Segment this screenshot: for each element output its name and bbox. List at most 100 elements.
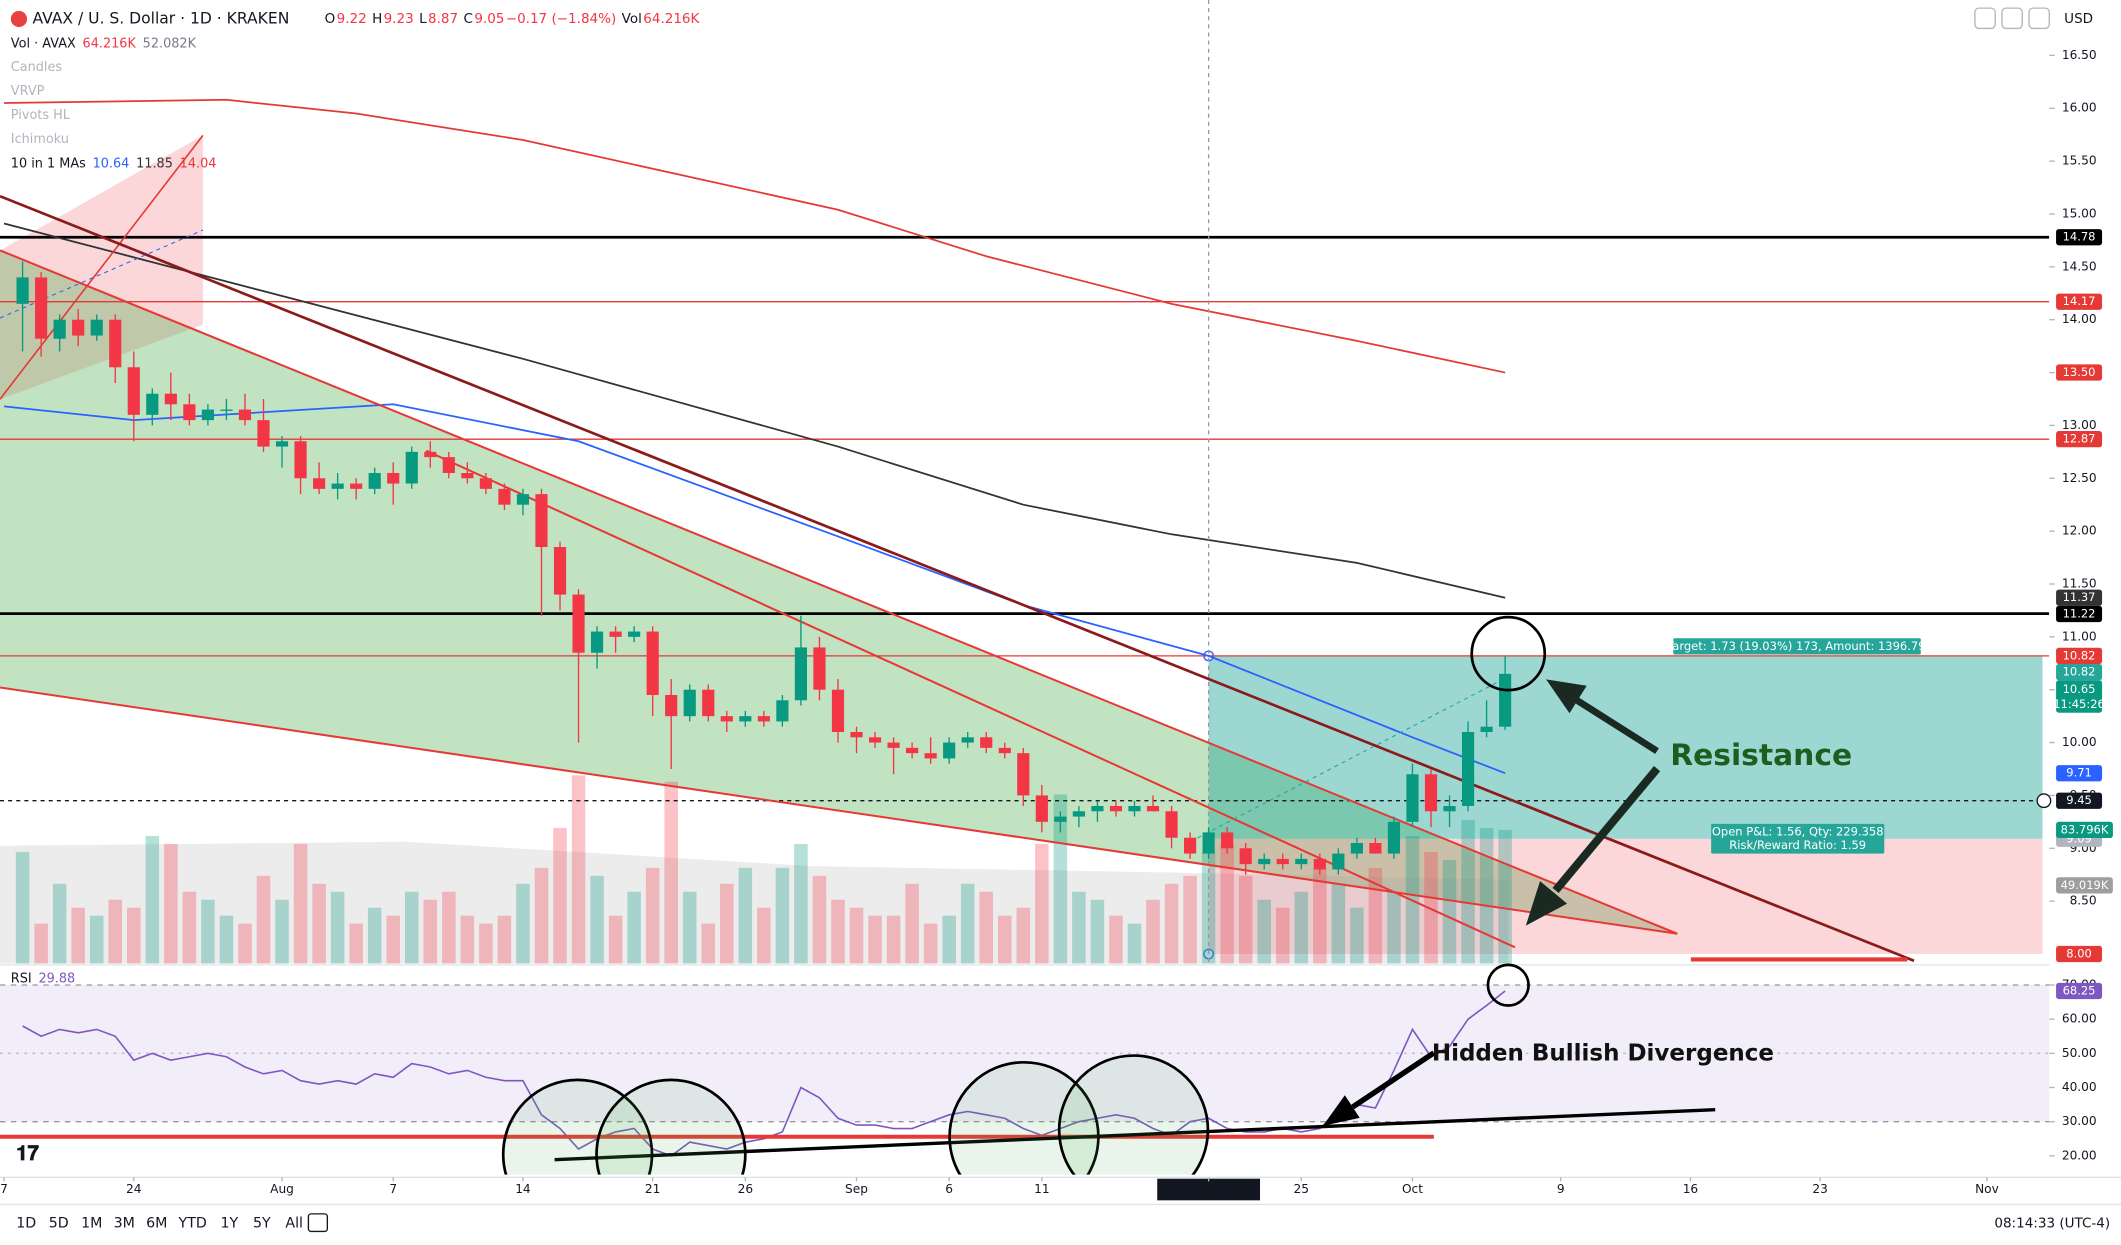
toolbar: 08:14:33 (UTC-4) 1D 5D 1M 3M 6M YTD 1Y 5Y All <box>16 1215 2110 1231</box>
indicator-name[interactable]: Pivots HL <box>11 108 71 123</box>
candle-body <box>590 631 604 653</box>
candle-body <box>1461 731 1475 807</box>
arrow <box>1574 696 1659 754</box>
price-label-bg <box>2056 765 2103 782</box>
arrow-head <box>1546 679 1587 714</box>
volume-bar <box>1035 843 1049 964</box>
rsi-tick-label: 20.00 <box>2062 1148 2097 1162</box>
x-tick-label: 14 <box>515 1182 531 1196</box>
legend-text: 10 in 1 MAs <box>11 156 86 171</box>
icon-button[interactable] <box>1974 7 1996 30</box>
ohlc-legend: O9.22 H9.23 L8.87 C9.05−0.17 (−1.84%) Vol64.… <box>325 11 701 27</box>
moving-average <box>4 98 1506 374</box>
candle-body <box>461 472 474 479</box>
volume-bar <box>256 875 271 964</box>
x-tick-label: Sep <box>845 1182 868 1196</box>
y-tick-label: 8.50 <box>2070 894 2097 908</box>
volume-bar <box>71 907 85 964</box>
dashed-line <box>1190 676 1509 843</box>
candle-body <box>238 409 252 421</box>
candle-body <box>127 367 140 415</box>
volume-bar <box>164 843 178 964</box>
y-tick-label: 10.00 <box>2062 735 2097 749</box>
price-label-bg <box>2056 293 2103 310</box>
candle-body <box>479 478 492 489</box>
crosshair-add-button[interactable] <box>2036 793 2052 809</box>
candle-body <box>146 393 159 415</box>
legend-text: Vol · AVAX <box>11 36 76 51</box>
icon-button[interactable] <box>2001 7 2023 30</box>
volume-bar <box>423 899 438 964</box>
range-button[interactable]: 3M <box>114 1215 135 1231</box>
candle-body <box>906 747 919 754</box>
rsi-label: 68.25 <box>2063 983 2096 997</box>
volume-bar <box>1164 883 1179 964</box>
legend-text: 29.88 <box>38 971 75 986</box>
volume-bar <box>182 891 197 964</box>
candle-body <box>868 737 882 743</box>
candle-body <box>257 420 270 447</box>
icon-button[interactable] <box>2028 7 2050 30</box>
wedge-upper <box>0 249 1678 935</box>
price-labels: Target: 1.73 (19.03%) 173, Amount: 1396.… <box>1666 229 2113 1000</box>
volume <box>0 775 1512 964</box>
rsi-legend: RSI 29.88 <box>11 971 75 986</box>
volume-bar <box>979 891 994 964</box>
indicator-name[interactable]: Candles <box>11 60 63 75</box>
x-tick-label: 23 <box>1812 1182 1827 1196</box>
range-button[interactable]: 1Y <box>220 1215 238 1231</box>
date-range-button[interactable] <box>307 1213 329 1233</box>
range-button[interactable]: 6M <box>146 1215 167 1231</box>
volume-bar <box>608 915 623 964</box>
candle-body <box>294 441 307 479</box>
range-button[interactable]: 5D <box>49 1215 69 1231</box>
volume-bar <box>1479 827 1494 964</box>
volume-bar <box>757 907 771 964</box>
candle-body <box>72 319 85 336</box>
rsi-label-bg <box>2056 982 2103 1000</box>
volume-bar <box>1220 843 1234 964</box>
candle-body <box>739 716 752 722</box>
candle-body <box>164 393 177 405</box>
volume-bar <box>1201 851 1216 964</box>
price-label: 9.71 <box>2066 766 2092 780</box>
price-label-bg <box>2056 229 2103 246</box>
range-button[interactable]: 1D <box>16 1215 36 1231</box>
candle-body <box>183 404 196 421</box>
candle-body <box>1350 843 1363 854</box>
x-tick-label: 24 <box>126 1182 142 1196</box>
currency[interactable]: USD <box>2064 11 2093 27</box>
candle-body <box>387 472 400 484</box>
candle-body <box>1109 806 1123 812</box>
volume-bar <box>720 883 734 964</box>
crosshair-x-label-bg <box>1157 1178 1261 1201</box>
volume-bar <box>34 923 48 964</box>
volume-bar <box>1461 820 1475 964</box>
legend-text: L <box>419 11 427 27</box>
candle-body <box>683 689 696 717</box>
candle-body <box>887 742 900 748</box>
range-button[interactable]: YTD <box>178 1215 207 1231</box>
volume-bar <box>238 923 252 964</box>
volume-bar <box>127 907 141 964</box>
legend-text: 9.05 <box>474 11 504 27</box>
volume-bar <box>516 883 530 964</box>
legend-text: 9.22 <box>337 11 367 27</box>
candle-body <box>535 494 548 547</box>
annotations: Resistance Hidden Bullish Divergence <box>1322 615 1852 1126</box>
y-tick-label: 11.00 <box>2062 629 2097 643</box>
price-label: 10.82 <box>2063 648 2096 662</box>
candle-body <box>628 631 641 637</box>
volume-bar <box>404 891 419 964</box>
legend-text: 52.082K <box>143 36 197 51</box>
volume-bar <box>460 915 475 964</box>
x-tick-label: Oct <box>1402 1182 1423 1196</box>
range-button[interactable]: All <box>285 1215 303 1231</box>
candle-body <box>813 647 826 690</box>
range-button[interactable]: 1M <box>81 1215 102 1231</box>
volume-bar <box>1183 875 1197 964</box>
indicator-name[interactable]: Ichimoku <box>11 132 69 147</box>
range-button[interactable]: 5Y <box>253 1215 271 1231</box>
indicator-name[interactable]: VRVP <box>11 84 45 99</box>
